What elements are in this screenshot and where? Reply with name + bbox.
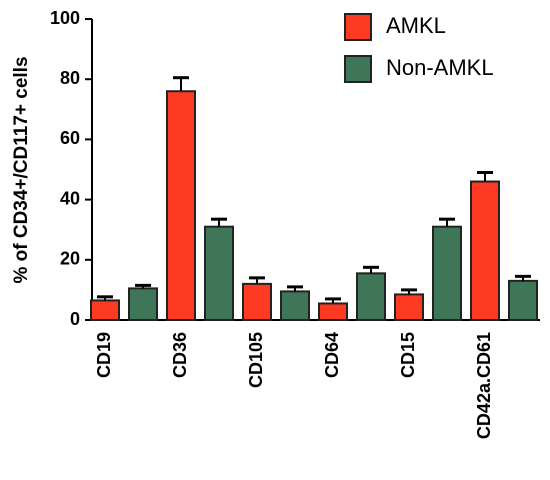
error-bar <box>173 76 189 92</box>
bar <box>280 290 310 321</box>
legend-label: AMKL <box>386 13 446 38</box>
x-tick-label: CD64 <box>322 332 342 378</box>
error-bar <box>363 265 379 274</box>
y-tick-label: 80 <box>60 68 80 88</box>
x-tick-label: CD105 <box>246 332 266 388</box>
bar <box>394 293 424 322</box>
error-bar <box>287 285 303 292</box>
bar <box>318 302 348 322</box>
error-bar <box>325 297 341 304</box>
error-bar <box>249 276 265 284</box>
x-tick-label: CD36 <box>170 332 190 378</box>
x-tick-label: CD42a.CD61 <box>474 332 494 439</box>
error-bar <box>401 288 417 295</box>
bar <box>470 180 500 321</box>
bar <box>90 299 120 321</box>
error-bar <box>439 217 455 227</box>
bar <box>128 287 158 321</box>
x-tick-label: CD15 <box>398 332 418 378</box>
y-tick-label: 0 <box>70 309 80 329</box>
error-bar <box>515 274 531 281</box>
y-tick-label: 20 <box>60 249 80 269</box>
legend-swatch <box>344 13 372 41</box>
x-tick-label: CD19 <box>94 332 114 378</box>
bar <box>508 279 538 321</box>
bar <box>356 272 386 321</box>
bar <box>242 282 272 322</box>
error-bar <box>97 295 113 301</box>
y-tick-label: 40 <box>60 188 80 208</box>
legend-swatch <box>344 55 372 83</box>
y-axis-label: % of CD34+/CD117+ cells <box>11 56 32 283</box>
y-tick-label: 100 <box>50 8 80 28</box>
bar <box>204 225 234 321</box>
bar <box>166 90 196 321</box>
bar <box>432 225 462 321</box>
error-bar <box>477 171 493 182</box>
y-tick-label: 60 <box>60 128 80 148</box>
error-bar <box>135 283 151 289</box>
error-bar <box>211 217 227 227</box>
legend-label: Non-AMKL <box>386 55 494 80</box>
